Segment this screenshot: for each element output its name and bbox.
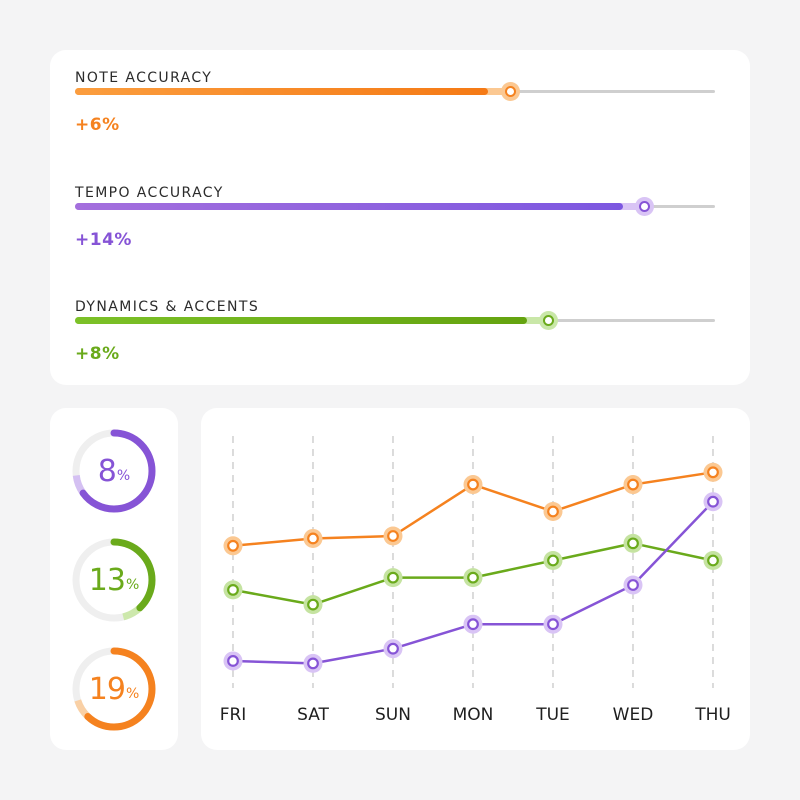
- skill-label: DYNAMICS & ACCENTS: [75, 299, 260, 315]
- progress-rings-card: 8% 13% 19%: [50, 408, 178, 750]
- progress-ring: 8%: [70, 427, 158, 515]
- skill-fill: [75, 203, 623, 210]
- slider-handle[interactable]: [635, 197, 655, 216]
- ring-value: 8%: [70, 427, 158, 515]
- ring-number: 8: [97, 453, 117, 489]
- skill-label: TEMPO ACCURACY: [75, 185, 224, 201]
- ring-progress-arc: [72, 538, 156, 622]
- ring-progress-arc: [72, 647, 156, 731]
- data-point[interactable]: [627, 579, 639, 591]
- slider-handle[interactable]: [500, 82, 520, 101]
- line-chart-card: FRI SAT SUN MON TUE WED THU: [201, 408, 750, 750]
- x-tick-label: SUN: [375, 705, 411, 725]
- data-point[interactable]: [307, 532, 319, 545]
- ring-number: 19: [88, 671, 126, 707]
- skill-label: NOTE ACCURACY: [75, 70, 213, 86]
- data-point[interactable]: [547, 554, 559, 567]
- data-point[interactable]: [387, 530, 399, 542]
- data-point[interactable]: [227, 655, 239, 667]
- ring-value: 13%: [70, 536, 158, 624]
- data-point[interactable]: [307, 657, 319, 670]
- data-point[interactable]: [547, 618, 559, 631]
- skills-card: NOTE ACCURACY +6% TEMPO ACCURACY +14% DY…: [50, 50, 750, 385]
- ring-progress-arc: [72, 429, 156, 513]
- skill-delta: +8%: [75, 344, 120, 364]
- x-tick-label: TUE: [535, 705, 570, 725]
- data-point[interactable]: [467, 571, 479, 584]
- progress-ring: 19%: [70, 645, 158, 733]
- data-point[interactable]: [227, 539, 239, 552]
- data-point[interactable]: [307, 598, 319, 611]
- ring-graphic: [72, 647, 156, 731]
- skill-fill: [75, 317, 527, 324]
- x-tick-label: SAT: [297, 705, 329, 725]
- progress-ring: 13%: [70, 536, 158, 624]
- data-point[interactable]: [707, 554, 719, 567]
- x-tick-label: THU: [694, 705, 731, 725]
- data-point[interactable]: [387, 642, 399, 655]
- data-point[interactable]: [467, 478, 479, 491]
- data-point[interactable]: [627, 537, 639, 550]
- data-point[interactable]: [627, 478, 639, 491]
- ring-unit: %: [116, 468, 131, 484]
- x-tick-label: MON: [453, 705, 494, 725]
- skill-tempo-accuracy: TEMPO ACCURACY +14%: [75, 185, 715, 255]
- ring-unit: %: [125, 577, 140, 593]
- slider-handle[interactable]: [539, 311, 559, 330]
- skill-note-accuracy: NOTE ACCURACY +6%: [75, 70, 715, 140]
- skill-delta: +6%: [75, 115, 120, 135]
- data-point[interactable]: [707, 466, 719, 479]
- data-point[interactable]: [387, 571, 399, 584]
- x-tick-label: FRI: [220, 705, 247, 725]
- x-tick-label: WED: [613, 705, 654, 725]
- data-point[interactable]: [707, 495, 719, 508]
- ring-unit: %: [125, 686, 140, 702]
- ring-graphic: [72, 429, 156, 513]
- line-chart: FRI SAT SUN MON TUE WED THU: [220, 436, 731, 725]
- skill-delta: +14%: [75, 230, 132, 250]
- data-point[interactable]: [547, 505, 559, 518]
- data-point[interactable]: [227, 583, 239, 596]
- skill-fill: [75, 88, 489, 95]
- ring-value: 19%: [70, 645, 158, 733]
- skill-dynamics-accents: DYNAMICS & ACCENTS +8%: [75, 299, 715, 369]
- data-point[interactable]: [467, 618, 479, 631]
- ring-graphic: [72, 538, 156, 622]
- ring-number: 13: [88, 562, 126, 598]
